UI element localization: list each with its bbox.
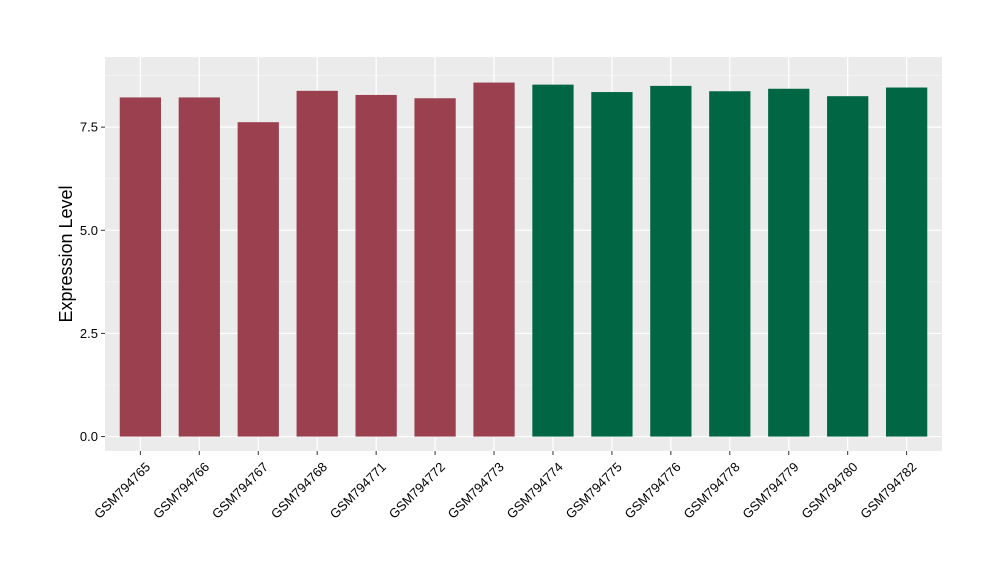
- x-tick-label: GSM794772: [386, 459, 448, 521]
- x-tick-label: GSM794779: [739, 459, 801, 521]
- bar-GSM794765: [119, 97, 161, 437]
- y-axis-title: Expression Level: [56, 185, 76, 322]
- x-tick-label: GSM794773: [445, 459, 507, 521]
- y-tick-label: 0.0: [80, 429, 98, 444]
- x-tick-label: GSM794766: [150, 459, 212, 521]
- x-tick-label: GSM794776: [622, 459, 684, 521]
- y-tick-label: 2.5: [80, 326, 98, 341]
- bar-GSM794774: [532, 84, 574, 437]
- bar-GSM794776: [650, 85, 692, 437]
- x-tick-label: GSM794771: [327, 459, 389, 521]
- x-tick-label: GSM794775: [563, 459, 625, 521]
- y-tick-label: 5.0: [80, 223, 98, 238]
- x-tick-label: GSM794774: [504, 459, 566, 521]
- bar-GSM794779: [768, 88, 810, 437]
- x-tick-label: GSM794782: [857, 459, 919, 521]
- bar-GSM794768: [296, 90, 338, 437]
- bars: [119, 82, 928, 437]
- bar-GSM794766: [178, 97, 220, 437]
- x-tick-label: GSM794765: [91, 459, 153, 521]
- bar-GSM794782: [886, 87, 928, 437]
- bar-GSM794767: [237, 122, 279, 437]
- x-tick-label: GSM794780: [798, 459, 860, 521]
- bar-GSM794773: [473, 82, 515, 437]
- x-tick-label: GSM794767: [209, 459, 271, 521]
- x-axis: GSM794765GSM794766GSM794767GSM794768GSM7…: [91, 451, 920, 522]
- y-tick-label: 7.5: [80, 120, 98, 135]
- bar-GSM794771: [355, 94, 397, 437]
- x-tick-label: GSM794778: [680, 459, 742, 521]
- x-tick-label: GSM794768: [268, 459, 330, 521]
- plot-panel: [105, 57, 942, 451]
- bar-GSM794772: [414, 98, 456, 437]
- bar-GSM794778: [709, 91, 751, 437]
- bar-GSM794780: [827, 96, 869, 437]
- bar-GSM794775: [591, 92, 633, 437]
- y-axis: 0.0 2.5 5.0 7.5: [80, 120, 105, 444]
